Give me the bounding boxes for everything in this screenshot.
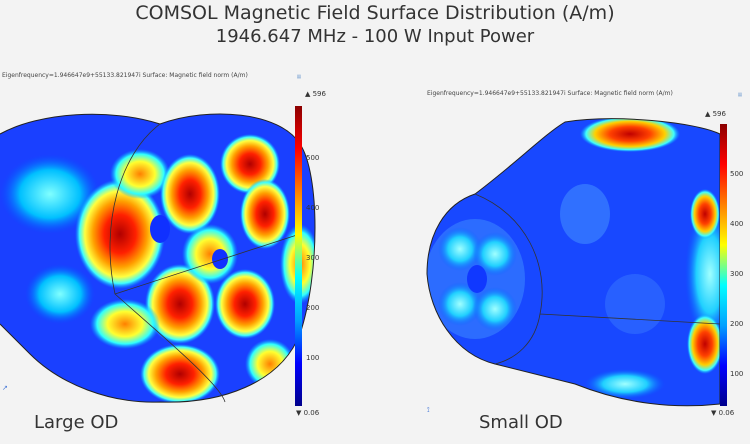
left-colorbar-min: ▼ 0.06 [296,409,320,417]
right-plot-header: Eigenfrequency=1.946647e9+55133.821947i … [427,90,673,97]
right-colorbar-min: ▼ 0.06 [711,409,735,417]
left-plot-header: Eigenfrequency=1.946647e9+55133.821947i … [2,72,248,79]
large-od-field-plot [0,113,316,403]
large-od-caption: Large OD [34,412,119,433]
left-colorbar [295,106,302,406]
comsol-logo-right: ▦ [737,92,743,98]
comsol-logo: ▦ [296,74,302,80]
small-od-panel: Eigenfrequency=1.946647e9+55133.821947i … [375,64,750,444]
left-tick-300: 300 [306,254,320,262]
left-tick-400: 400 [306,204,320,212]
left-tick-100: 100 [306,354,320,362]
small-od-caption: Small OD [479,412,563,433]
axis-triad-icon-right: ⟟ [427,406,430,414]
right-colorbar [720,124,727,406]
axis-triad-icon: ↗ [2,384,8,392]
right-tick-200: 200 [730,320,744,328]
left-tick-200: 200 [306,304,320,312]
large-od-panel: Eigenfrequency=1.946647e9+55133.821947i … [0,64,375,444]
subtitle: 1946.647 MHz - 100 W Input Power [215,26,535,47]
right-tick-500: 500 [730,170,744,178]
right-colorbar-max: ▲ 596 [705,110,726,118]
small-od-field-plot [426,118,721,407]
left-tick-500: 500 [306,154,320,162]
left-colorbar-max: ▲ 596 [305,90,326,98]
right-tick-100: 100 [730,370,744,378]
right-tick-300: 300 [730,270,744,278]
right-tick-400: 400 [730,220,744,228]
main-title: COMSOL Magnetic Field Surface Distributi… [135,2,615,24]
